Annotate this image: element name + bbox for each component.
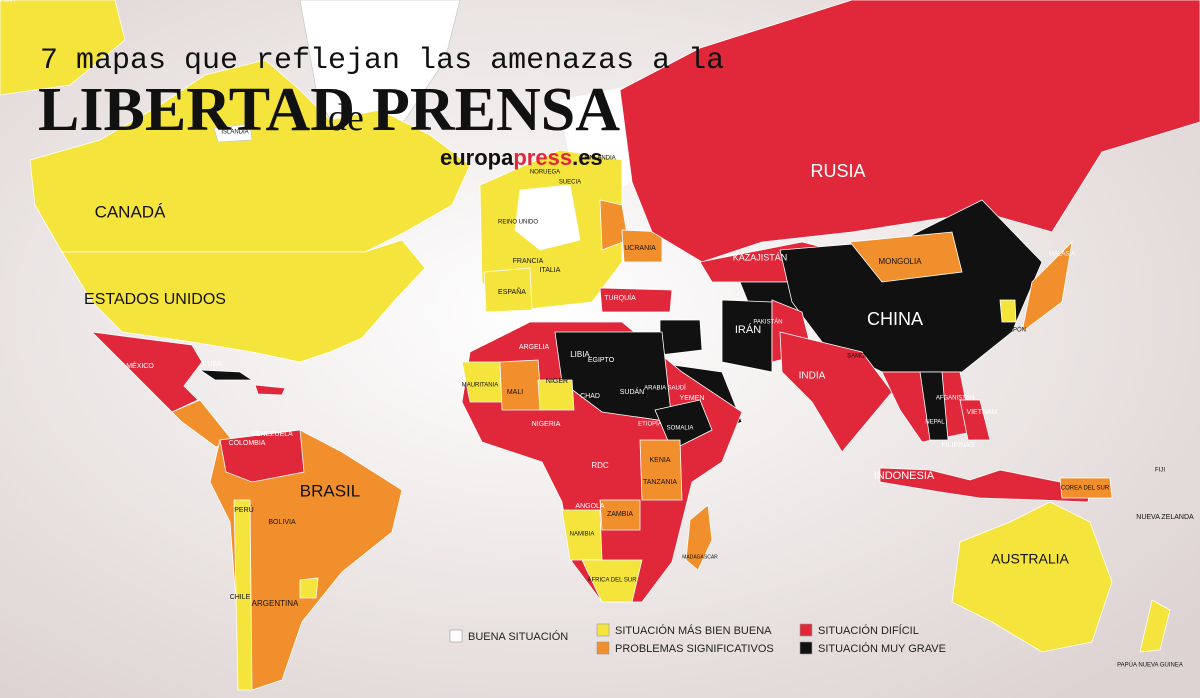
country-label: SUECIA (559, 180, 581, 186)
brand-part: europa (440, 145, 514, 170)
legend-label: PROBLEMAS SIGNIFICATIVOS (615, 643, 774, 655)
country-label: ARGELIA (519, 344, 550, 351)
country-label: ESTADOS UNIDOS (84, 291, 226, 308)
country-label: PERÚ (234, 505, 253, 514)
brand-part: .es (572, 145, 603, 170)
country-label: CUBA (202, 361, 222, 368)
country-label: UCRANIA (624, 245, 656, 252)
country-label: SOMALIA (667, 426, 694, 432)
country-label: YEMEN (680, 395, 705, 402)
country-label: LIBIA (570, 350, 590, 359)
legend-label: BUENA SITUACIÓN (468, 630, 568, 643)
country-label: ARGENTINA (252, 599, 299, 608)
title-line: 7 mapas que reflejan las amenazas a la (40, 44, 724, 78)
legend-label: SITUACIÓN MUY GRAVE (818, 642, 946, 655)
country-label: KENIA (649, 457, 670, 464)
country-label: MALASIA (1049, 252, 1075, 258)
country-label: CHINA (867, 309, 923, 329)
country-label: VIETNAM (966, 409, 997, 416)
country-label: RDC (591, 461, 609, 470)
country-label: MADAGASCAR (682, 554, 718, 560)
country-label: BRASIL (300, 481, 360, 500)
country-label: MALI (507, 389, 523, 396)
country-label: SAMOA (847, 354, 869, 360)
country-label: TANZANIA (643, 479, 677, 486)
country-label: FINLANDIA (584, 156, 615, 162)
country-label: CHILE (230, 594, 251, 601)
country-label: FIJI (1155, 468, 1165, 474)
country-label: FRANCIA (513, 258, 544, 265)
title-word: de (328, 97, 364, 139)
country-label: NORUEGA (530, 170, 560, 176)
country-label: ARABIA SAUDÍ (644, 385, 686, 392)
country-label: NEPAL (925, 420, 945, 426)
country-label: PAKISTÁN (753, 319, 782, 326)
country-label: REINO UNIDO (498, 220, 538, 226)
country-label: ZAMBIA (607, 511, 633, 518)
legend: BUENA SITUACIÓN SITUACIÓN MÁS BIEN BUENA P… (449, 623, 946, 655)
legend-swatch (799, 623, 813, 637)
country-label: COREA DEL SUR (1061, 486, 1110, 492)
country-label: ETIOPÍA (638, 421, 662, 428)
country-label: FILIPINAS (941, 442, 974, 449)
country-label: MONGOLIA (878, 257, 922, 266)
country-label: MÉXICO (126, 361, 154, 370)
legend-label: SITUACIÓN DIFÍCIL (818, 624, 919, 637)
legend-swatch (596, 623, 610, 637)
country-label: MAURITANIA (462, 383, 499, 389)
country-label: NIGER (546, 378, 568, 385)
country-label: NIGERIA (532, 421, 561, 428)
country-labels: CANADÁ ESTADOS UNIDOS BRASIL RUSIA CHINA AUST… (0, 0, 1194, 669)
country-label: TURQUÍA (604, 293, 636, 302)
legend-label: SITUACIÓN MÁS BIEN BUENA (615, 624, 772, 637)
country-label: TAILANDIA (0, 0, 15, 4)
country-label: ESPAÑA (498, 287, 526, 296)
country-label: COLOMBIA (229, 440, 266, 447)
country-label: AUSTRALIA (991, 551, 1069, 567)
title-word: LIBERTAD (38, 76, 355, 144)
header: 7 mapas que reflejan las amenazas a la L… (38, 44, 724, 170)
country-label: EGIPTO (588, 357, 615, 364)
country-label: NAMIBIA (570, 532, 595, 538)
title-word: PRENSA (372, 76, 620, 144)
country-label: CHAD (580, 393, 600, 400)
brand: europapress.es (440, 145, 603, 170)
country-label: KAZAJISTÁN (733, 252, 788, 262)
country-label: IRÁN (735, 323, 761, 336)
country-label: RUSIA (810, 161, 865, 181)
legend-swatch (799, 641, 813, 655)
country-label: INDONESIA (874, 470, 935, 482)
country-label: CANADÁ (95, 202, 167, 221)
country-label: PAPÚA NUEVA GUINEA (1117, 662, 1183, 669)
country-label: JAPÓN (1006, 327, 1026, 334)
country-label: NUEVA ZELANDA (1136, 514, 1194, 521)
country-label: INDIA (799, 371, 826, 382)
legend-swatch (449, 629, 463, 643)
country-label: ISLANDIA (221, 130, 248, 136)
country-label: ÁFRICA DEL SUR (587, 577, 637, 584)
country-label: SUDÁN (620, 387, 645, 396)
country-label: ITALIA (540, 267, 561, 274)
country-label: BOLIVIA (268, 519, 296, 526)
country-label: AFGANISTÁN (936, 395, 974, 402)
country-label: VENEZUELA (251, 431, 293, 438)
legend-swatch (596, 641, 610, 655)
brand-part: press (513, 145, 572, 170)
country-label: ANGOLA (575, 503, 605, 510)
